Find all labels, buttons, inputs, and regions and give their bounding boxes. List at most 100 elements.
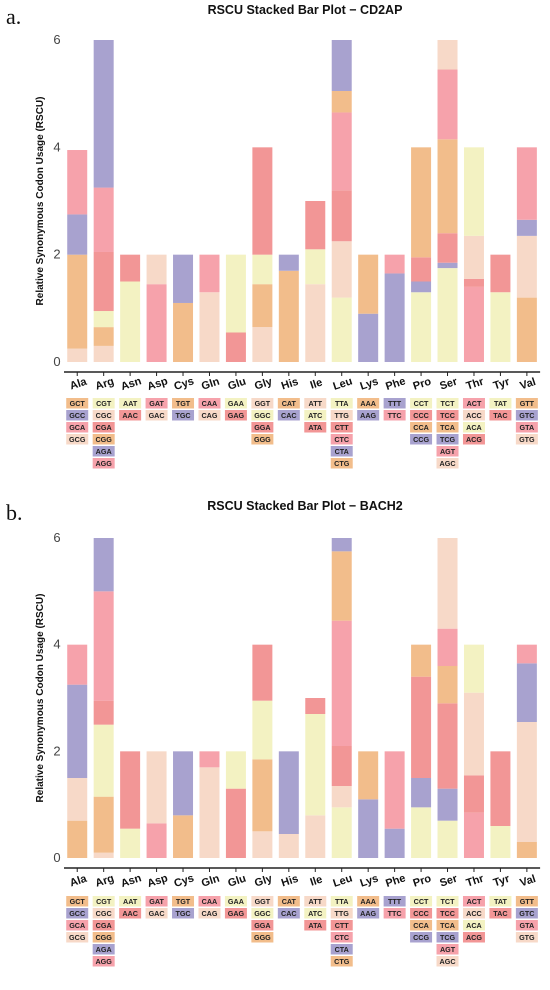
codon-swatch-cac [277,908,300,919]
bar-segment-leu-5 [331,538,352,552]
x-tick-label-ile: Ile [309,874,324,889]
bar-segment-ala-1 [67,254,88,349]
codon-swatch-agg [92,458,115,469]
bar-segment-val-3 [516,644,537,664]
codon-label-tct: TCT [441,897,456,906]
codon-label-tct: TCT [441,399,456,408]
x-tick-label-gly: Gly [253,872,274,889]
codon-label-cgt: CGT [96,399,112,408]
codon-label-att: ATT [309,399,323,408]
codon-swatch-cct [410,398,433,409]
codon-swatch-ata [304,422,327,433]
bar-segment-cys-0 [173,815,194,858]
codon-swatch-tcg [436,932,459,943]
codon-label-tat: TAT [494,399,508,408]
codon-label-cgc: CGC [96,909,112,918]
codon-swatch-tgc [172,908,195,919]
x-tick-label-val: Val [519,376,538,392]
codon-label-gat: GAT [149,897,164,906]
codon-label-gct: GCT [70,897,86,906]
codon-label-agt: AGT [440,447,456,456]
codon-label-ctc: CTC [334,435,349,444]
y-tick-label: 0 [53,354,60,369]
bar-segment-thr-2 [463,235,484,279]
codon-label-ggt: GGT [255,399,271,408]
chart-panel-a: a. RSCU Stacked Bar Plot − CD2AP Relative … [6,3,541,469]
codon-swatch-ttt [383,896,406,907]
codon-swatch-cat [277,896,300,907]
codon-label-aat: AAT [123,897,138,906]
codon-swatch-tcc [436,410,459,421]
bar-segment-val-1 [516,235,537,298]
codon-swatch-aca [462,920,485,931]
codon-swatch-gga [251,422,274,433]
codon-label-tgc: TGC [175,411,190,420]
codon-label-tcg: TCG [440,435,456,444]
bar-segment-his-1 [278,254,299,271]
bar-segment-tyr-0 [490,826,511,858]
bar-segment-phe-1 [384,751,405,829]
bar-segment-gln-1 [199,751,220,768]
bar-segment-ile-0 [305,815,326,858]
codon-swatch-aaa [357,896,380,907]
bar-segment-ser-0 [437,820,458,858]
codon-swatch-caa [198,896,221,907]
codon-label-aga: AGA [96,447,112,456]
codon-swatch-gat [145,896,168,907]
codon-label-aca: ACA [466,921,482,930]
y-tick-label: 4 [53,637,60,652]
codon-swatch-att [304,398,327,409]
codon-label-tcc: TCC [440,909,455,918]
codon-swatch-tac [489,908,512,919]
bar-segment-thr-1 [463,278,484,287]
bar-segment-leu-0 [331,807,352,858]
codon-label-cct: CCT [414,897,429,906]
codon-swatch-ctc [330,434,353,445]
codon-label-gcc: GCC [69,411,85,420]
bar-segment-gln-1 [199,254,220,293]
codon-swatch-gta [515,422,538,433]
bar-segment-gly-0 [252,831,273,858]
bar-segment-leu-3 [331,112,352,191]
x-tick-label-glu: Glu [226,376,247,393]
y-tick-label: 0 [53,850,60,865]
bar-segment-pro-1 [411,281,432,293]
codon-swatch-tgt [172,896,195,907]
codon-label-agg: AGG [95,459,112,468]
codon-swatch-tcg [436,434,459,445]
bar-segment-lys-0 [358,799,379,858]
codon-swatch-agg [92,956,115,967]
codon-label-gct: GCT [70,399,86,408]
panel-label: b. [6,500,23,525]
codon-swatch-gta [515,920,538,931]
codon-label-gag: GAG [228,411,245,420]
bar-segment-thr-0 [463,812,484,858]
bar-segment-val-2 [516,663,537,722]
codon-label-acc: ACC [466,411,482,420]
codon-label-acg: ACG [466,435,482,444]
codon-label-act: ACT [467,399,482,408]
x-tick-label-asn: Asn [119,872,143,890]
codon-swatch-aac [119,410,142,421]
codon-label-gga: GGA [254,921,270,930]
codon-label-tac: TAC [493,909,507,918]
bar-segment-gly-1 [252,284,273,328]
bar-segment-ile-1 [305,249,326,285]
x-tick-label-leu: Leu [332,872,354,889]
bar-segment-ile-0 [305,284,326,362]
codon-label-ttt: TTT [388,897,402,906]
codon-swatch-agc [436,956,459,967]
bar-segment-ser-5 [437,40,458,70]
codon-swatch-ctg [330,956,353,967]
x-tick-label-arg: Arg [94,376,116,393]
codon-label-aac: AAC [122,411,138,420]
codon-label-cgg: CGG [95,933,112,942]
codon-label-gtg: GTG [519,435,535,444]
bar-segment-ser-1 [437,262,458,269]
codon-swatch-acg [462,434,485,445]
bar-segment-ala-0 [67,820,88,858]
bar-segment-pro-3 [411,644,432,677]
codon-label-aca: ACA [466,423,482,432]
codon-swatch-acc [462,410,485,421]
codon-swatch-gtt [515,398,538,409]
